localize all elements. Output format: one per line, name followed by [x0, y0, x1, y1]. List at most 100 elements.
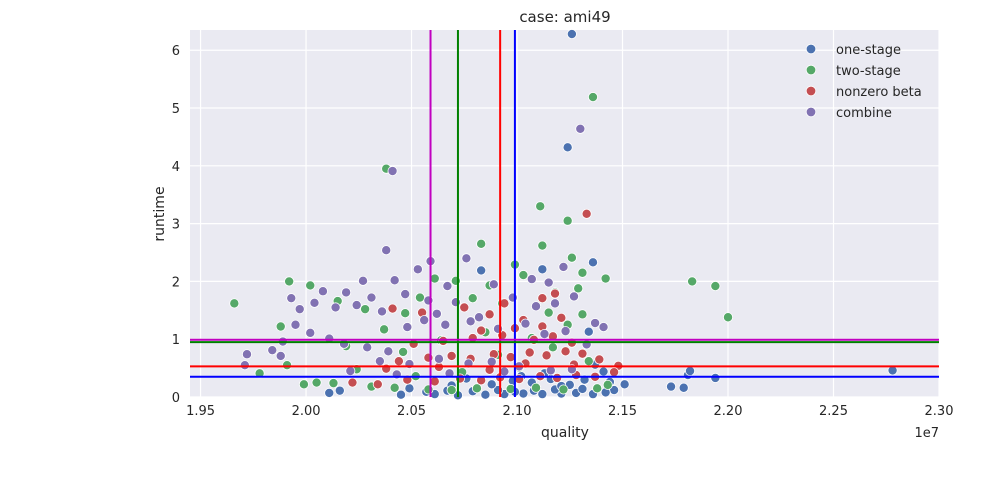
data-point	[476, 238, 487, 249]
legend-label: two-stage	[836, 64, 901, 79]
data-point	[531, 301, 542, 312]
data-point	[685, 365, 696, 376]
legend: one-stage two-stage nonzero beta combine	[805, 43, 922, 121]
data-point	[558, 261, 569, 272]
data-point	[486, 356, 497, 367]
data-point	[723, 312, 734, 323]
data-point	[488, 279, 499, 290]
data-point	[383, 346, 394, 357]
data-point	[381, 245, 392, 256]
legend-label: combine	[836, 106, 892, 121]
data-point	[575, 123, 586, 134]
data-point	[431, 308, 442, 319]
data-point	[294, 304, 305, 315]
data-point	[450, 297, 461, 308]
data-point	[476, 375, 487, 386]
data-point	[423, 295, 434, 306]
data-point	[465, 316, 476, 327]
data-point	[541, 350, 552, 361]
data-point	[372, 379, 383, 390]
data-point	[560, 346, 571, 357]
data-point	[562, 215, 573, 226]
data-point	[562, 142, 573, 153]
data-point	[577, 309, 588, 320]
data-point	[539, 329, 550, 340]
data-point	[440, 319, 451, 330]
y-axis-label: runtime	[152, 186, 168, 241]
data-point	[347, 377, 358, 388]
data-point	[345, 365, 356, 376]
data-point	[446, 350, 457, 361]
data-point	[547, 342, 558, 353]
data-point	[239, 360, 250, 371]
data-point	[290, 319, 301, 330]
data-point	[305, 327, 316, 338]
data-point	[520, 318, 531, 329]
data-point	[393, 356, 404, 367]
data-point	[666, 381, 677, 392]
data-point	[254, 368, 265, 379]
data-point	[402, 322, 413, 333]
data-point	[366, 292, 377, 303]
data-point	[398, 346, 409, 357]
data-point	[400, 289, 411, 300]
data-point	[362, 342, 373, 353]
data-point	[583, 326, 594, 337]
reference-lines	[190, 30, 939, 397]
x-tick-label: 2.15	[608, 404, 637, 419]
data-point	[395, 389, 406, 400]
data-point	[568, 291, 579, 302]
data-point	[471, 383, 482, 394]
data-point	[241, 349, 252, 360]
data-point	[275, 350, 286, 361]
data-point	[550, 298, 561, 309]
data-point	[282, 360, 293, 371]
data-point	[480, 389, 491, 400]
data-point	[450, 275, 461, 286]
data-point	[400, 308, 411, 319]
data-point	[328, 378, 339, 389]
data-point	[351, 300, 362, 311]
data-point	[556, 312, 567, 323]
data-point	[598, 366, 609, 377]
data-point	[526, 274, 537, 285]
y-tick-label: 6	[172, 44, 180, 59]
data-point	[678, 382, 689, 393]
data-point	[577, 267, 588, 278]
data-point	[286, 293, 297, 304]
x-tick-label: 1.95	[186, 404, 215, 419]
data-point	[414, 292, 425, 303]
x-tick-label: 2.10	[503, 404, 532, 419]
data-point	[433, 353, 444, 364]
data-point	[459, 302, 470, 313]
data-point	[524, 347, 535, 358]
data-point	[412, 264, 423, 275]
data-point	[602, 379, 613, 390]
data-point	[404, 383, 415, 394]
data-point	[543, 277, 554, 288]
data-point	[379, 324, 390, 335]
data-point	[566, 252, 577, 263]
data-point	[461, 253, 472, 264]
x-tick-label: 2.05	[397, 404, 426, 419]
legend-marker	[805, 43, 817, 55]
data-point	[374, 356, 385, 367]
data-point	[550, 288, 561, 299]
data-point	[583, 356, 594, 367]
data-point	[531, 382, 542, 393]
data-point	[587, 92, 598, 103]
data-point	[537, 293, 548, 304]
data-points	[229, 29, 898, 401]
data-point	[507, 292, 518, 303]
data-point	[590, 318, 601, 329]
data-point	[592, 383, 603, 394]
data-point	[619, 379, 630, 390]
x-tick-label: 2.20	[714, 404, 743, 419]
legend-label: nonzero beta	[836, 85, 922, 100]
data-point	[560, 326, 571, 337]
data-point	[537, 264, 548, 275]
data-point	[324, 387, 335, 398]
data-point	[267, 345, 278, 356]
data-point	[275, 321, 286, 332]
data-point	[598, 322, 609, 333]
